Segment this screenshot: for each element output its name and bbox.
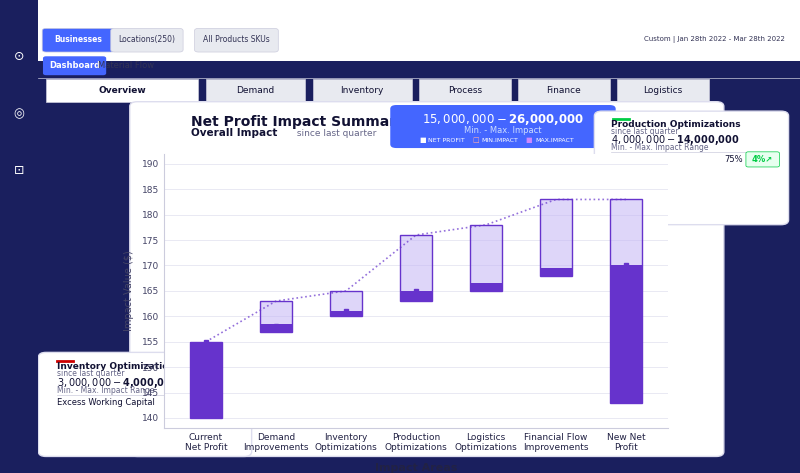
Bar	[540, 200, 572, 276]
FancyBboxPatch shape	[313, 79, 411, 102]
Text: Inventory Optimizations: Inventory Optimizations	[58, 362, 181, 371]
Text: Overview: Overview	[98, 86, 146, 95]
Bar	[190, 342, 222, 418]
FancyBboxPatch shape	[110, 28, 183, 52]
Text: Overall Impact: Overall Impact	[190, 128, 277, 139]
Bar	[610, 200, 642, 403]
Text: □: □	[473, 137, 479, 143]
Text: Businesses: Businesses	[54, 35, 102, 44]
Text: Custom | Jan 28th 2022 - Mar 28th 2022: Custom | Jan 28th 2022 - Mar 28th 2022	[644, 36, 785, 43]
Text: MAX.IMPACT: MAX.IMPACT	[535, 138, 574, 142]
FancyBboxPatch shape	[38, 352, 252, 456]
Bar	[470, 225, 502, 291]
Bar	[470, 225, 502, 291]
FancyBboxPatch shape	[390, 105, 616, 148]
FancyBboxPatch shape	[189, 394, 237, 409]
X-axis label: Impact Areas: Impact Areas	[375, 464, 457, 473]
FancyBboxPatch shape	[42, 28, 114, 52]
Text: 13% ↘: 13% ↘	[198, 397, 228, 406]
Text: Locations(250): Locations(250)	[118, 35, 175, 44]
FancyBboxPatch shape	[206, 79, 305, 102]
Bar	[400, 235, 432, 301]
Bar	[400, 235, 432, 301]
Text: Excess Working Capital: Excess Working Capital	[58, 397, 155, 407]
Text: Min. - Max. Impact Range: Min. - Max. Impact Range	[58, 385, 155, 395]
FancyBboxPatch shape	[46, 79, 198, 102]
Text: Process: Process	[448, 86, 482, 95]
Text: Production Optimizations: Production Optimizations	[611, 120, 741, 129]
Text: ⊙: ⊙	[14, 50, 25, 63]
Y-axis label: Impact Value ($): Impact Value ($)	[123, 251, 134, 331]
Bar	[260, 301, 292, 332]
Text: Inventory: Inventory	[340, 86, 384, 95]
FancyBboxPatch shape	[43, 56, 106, 75]
Bar	[400, 291, 432, 301]
Text: $3,000,000 - $4,000,000: $3,000,000 - $4,000,000	[58, 376, 179, 390]
Bar	[610, 200, 642, 403]
Bar	[190, 342, 222, 418]
Text: 75%: 75%	[724, 155, 742, 164]
Text: Min. - Max. Impact Range: Min. - Max. Impact Range	[611, 143, 709, 152]
FancyBboxPatch shape	[130, 102, 724, 456]
FancyBboxPatch shape	[419, 79, 510, 102]
Text: OEE%: OEE%	[611, 155, 636, 164]
FancyBboxPatch shape	[194, 28, 278, 52]
Text: since last quarter: since last quarter	[294, 129, 376, 138]
Text: ■: ■	[419, 137, 426, 143]
Bar	[470, 283, 502, 291]
Text: Logistics: Logistics	[643, 86, 682, 95]
Bar	[260, 324, 292, 332]
Bar	[330, 291, 362, 316]
Text: All Products SKUs: All Products SKUs	[203, 35, 270, 44]
Text: 3.5M: 3.5M	[172, 397, 192, 407]
Text: Material Flow: Material Flow	[98, 61, 154, 70]
Text: Dashboard: Dashboard	[50, 61, 101, 70]
Text: ◎: ◎	[14, 107, 25, 120]
FancyBboxPatch shape	[38, 0, 800, 61]
Bar	[330, 311, 362, 316]
Bar	[540, 200, 572, 276]
Text: MIN.IMPACT: MIN.IMPACT	[482, 138, 518, 142]
Text: Demand: Demand	[236, 86, 274, 95]
Bar	[260, 301, 292, 332]
FancyBboxPatch shape	[594, 111, 789, 225]
Text: $4,000,000 - $14,000,000: $4,000,000 - $14,000,000	[611, 133, 740, 148]
FancyBboxPatch shape	[746, 152, 779, 167]
Text: 4%↗: 4%↗	[752, 155, 774, 164]
Bar	[610, 265, 642, 403]
Text: since last quarter: since last quarter	[58, 369, 125, 378]
Text: $15,000,000 - $26,000,000: $15,000,000 - $26,000,000	[422, 112, 584, 127]
Text: since last quarter: since last quarter	[611, 127, 678, 136]
Text: NET PROFIT: NET PROFIT	[428, 138, 465, 142]
Bar	[540, 268, 572, 276]
FancyBboxPatch shape	[518, 79, 610, 102]
Bar	[330, 291, 362, 316]
FancyBboxPatch shape	[618, 79, 709, 102]
Bar	[190, 342, 222, 418]
Text: ⊡: ⊡	[14, 164, 25, 177]
Text: ■: ■	[526, 137, 533, 143]
Text: Finance: Finance	[546, 86, 582, 95]
Text: Min. - Max. Impact: Min. - Max. Impact	[464, 125, 542, 135]
Text: Net Profit Impact Summary: Net Profit Impact Summary	[190, 115, 405, 129]
